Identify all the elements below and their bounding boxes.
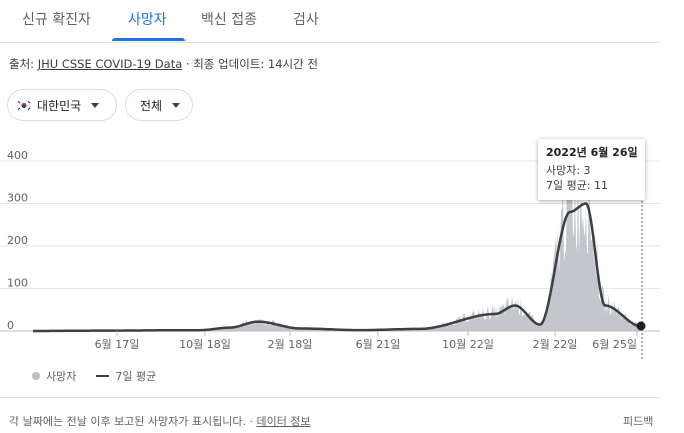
y-tick-label: 400 [7,149,28,162]
region-label: 전체 [140,98,163,113]
tab-deaths[interactable]: 사망자 [128,12,167,28]
y-tick-label: 300 [7,192,28,205]
daily-deaths-bars [33,151,641,331]
last-updated: · 최종 업데이트: 14시간 전 [182,57,318,71]
feedback-link[interactable]: 피드백 [623,415,654,428]
active-tab-indicator [112,38,185,41]
footer-text: 각 날짜에는 전날 이후 보고된 사망자가 표시됩니다. [9,415,246,428]
country-dropdown[interactable]: 대한민국 [7,89,117,121]
y-tick-label: 100 [7,277,28,290]
source-prefix: 출처: [9,57,38,71]
chart-tooltip: 2022년 6월 26일 사망자: 3 7일 평균: 11 [538,139,645,200]
legend-average: 7일 평균 [115,370,157,383]
tab-bar: 신규 확진자 사망자 백신 접종 검사 [0,0,660,43]
deaths-chart[interactable]: 0 100 200 300 400 6월 17일 10월 18일 2월 18일 6월 21일 1… [0,0,684,360]
hover-point [636,321,646,331]
region-dropdown[interactable]: 전체 [125,89,193,121]
tab-new-cases[interactable]: 신규 확진자 [22,12,91,28]
x-tick-label: 2월 18일 [268,337,313,351]
south-korea-flag-icon [17,99,31,111]
tooltip-deaths: 사망자: 3 [546,164,591,177]
footer-separator: · [246,415,257,428]
data-info-link[interactable]: 데이터 정보 [256,415,311,428]
x-tick-label: 6월 21일 [356,337,401,351]
source-link[interactable]: JHU CSSE COVID-19 Data [37,57,183,71]
x-tick-label: 10월 18일 [179,337,231,351]
bar-legend-swatch [32,372,40,380]
y-tick-label: 0 [7,319,14,332]
chart-legend: 사망자 7일 평균 [32,368,156,384]
footer-note: 각 날짜에는 전날 이후 보고된 사망자가 표시됩니다. · 데이터 정보 [9,413,311,429]
chevron-down-icon [172,102,181,108]
y-tick-label: 200 [7,234,28,247]
x-tick-label: 10월 22일 [442,337,494,351]
seven-day-average-line [33,202,641,333]
tooltip-date: 2022년 6월 26일 [546,146,638,159]
x-tick-label: 6월 25일 [592,337,637,351]
legend-deaths: 사망자 [46,370,77,383]
tooltip-average: 7일 평균: 11 [546,179,609,192]
x-tick-label: 2월 22일 [533,337,578,351]
chevron-down-icon [91,102,100,108]
y-axis: 0 100 200 300 400 [7,149,28,332]
x-tick-label: 6월 17일 [95,337,140,351]
tab-tests[interactable]: 검사 [293,12,319,28]
divider [0,397,660,398]
line-legend-swatch [96,375,110,377]
source-line: 출처: JHU CSSE COVID-19 Data · 최종 업데이트: 14… [9,56,318,72]
tab-vaccinations[interactable]: 백신 접종 [201,12,257,28]
country-label: 대한민국 [37,98,82,113]
x-axis: 6월 17일 10월 18일 2월 18일 6월 21일 10월 22일 2월 22일 6월… [95,331,638,351]
